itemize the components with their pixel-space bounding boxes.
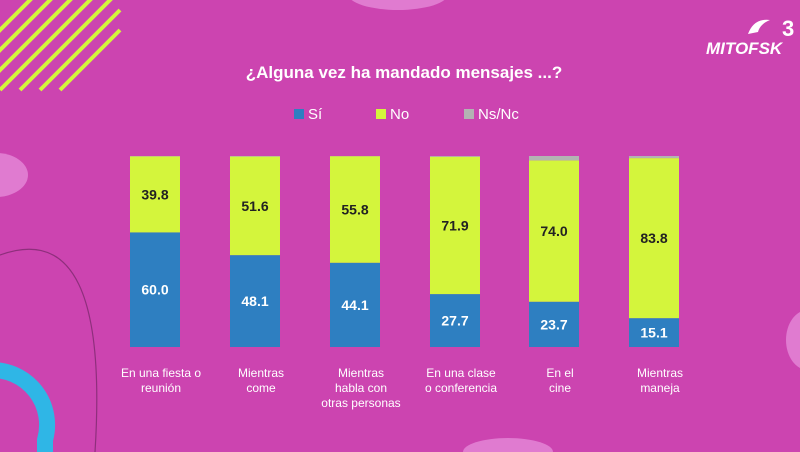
category-label-1: Mientras come	[238, 366, 284, 395]
bars	[130, 156, 679, 347]
value-label-si-3: 27.7	[441, 313, 468, 329]
bar-si-5	[629, 318, 679, 347]
value-label-no-3: 71.9	[441, 217, 468, 233]
bar-si-2	[330, 262, 380, 347]
logo-text: MITOFSK	[706, 39, 784, 58]
legend-swatch-1	[376, 109, 386, 119]
value-label-si-2: 44.1	[341, 297, 368, 313]
left-blob-decoration	[0, 153, 28, 197]
category-labels: En una fiesta o reunión Mientras come Mientr…	[121, 366, 683, 410]
category-label-0: En una fiesta o reunión	[121, 366, 201, 395]
bar-si-0	[130, 232, 180, 347]
stripes-decoration	[0, 0, 122, 92]
bar-no-4	[529, 160, 579, 302]
value-label-no-2: 55.8	[341, 201, 368, 217]
chart-title: ¿Alguna vez ha mandado mensajes ...?	[246, 63, 562, 82]
logo: 3 MITOFSK	[706, 16, 794, 58]
bar-no-5	[629, 158, 679, 319]
legend: Sí No Ns/Nc	[294, 106, 519, 123]
logo-number: 3	[782, 16, 794, 41]
bar-si-1	[230, 255, 280, 347]
value-label-si-4: 23.7	[540, 316, 567, 332]
left-arc-decoration	[0, 248, 98, 452]
bar-nsnc-4	[529, 156, 579, 161]
legend-swatch-2	[464, 109, 474, 119]
category-label-4: En el cine	[546, 366, 573, 395]
top-blob-decoration	[351, 0, 445, 10]
bar-nsnc-3	[430, 156, 480, 157]
legend-label-0: Sí	[308, 106, 323, 123]
value-label-si-1: 48.1	[241, 293, 268, 309]
value-labels: 60.0 39.8 48.1 51.6 44.1 55.8 27.7 71.9 23.7 74.0…	[141, 186, 667, 340]
bottom-blob-decoration	[463, 438, 553, 452]
legend-label-1: No	[390, 106, 409, 123]
category-label-3: En una clase o conferencia	[425, 366, 497, 395]
bar-si-4	[529, 301, 579, 347]
legend-label-2: Ns/Nc	[478, 106, 519, 123]
value-label-no-0: 39.8	[141, 186, 168, 202]
value-label-si-0: 60.0	[141, 282, 168, 298]
bar-no-3	[430, 156, 480, 295]
legend-swatch-0	[294, 109, 304, 119]
category-label-5: Mientras maneja	[637, 366, 683, 395]
bar-nsnc-1	[230, 156, 280, 157]
value-label-no-4: 74.0	[540, 223, 567, 239]
value-label-no-5: 83.8	[640, 230, 667, 246]
logo-swirl-icon	[748, 19, 770, 34]
value-label-si-5: 15.1	[640, 325, 667, 341]
blue-ring-decoration	[0, 362, 56, 452]
bar-no-2	[330, 156, 380, 263]
bar-nsnc-5	[629, 156, 679, 159]
bar-si-3	[430, 294, 480, 347]
bar-no-1	[230, 156, 280, 256]
bar-no-0	[130, 156, 180, 233]
right-blob-decoration	[786, 312, 800, 368]
value-label-no-1: 51.6	[241, 198, 268, 214]
category-label-2: Mientras habla con otras personas	[321, 366, 400, 410]
